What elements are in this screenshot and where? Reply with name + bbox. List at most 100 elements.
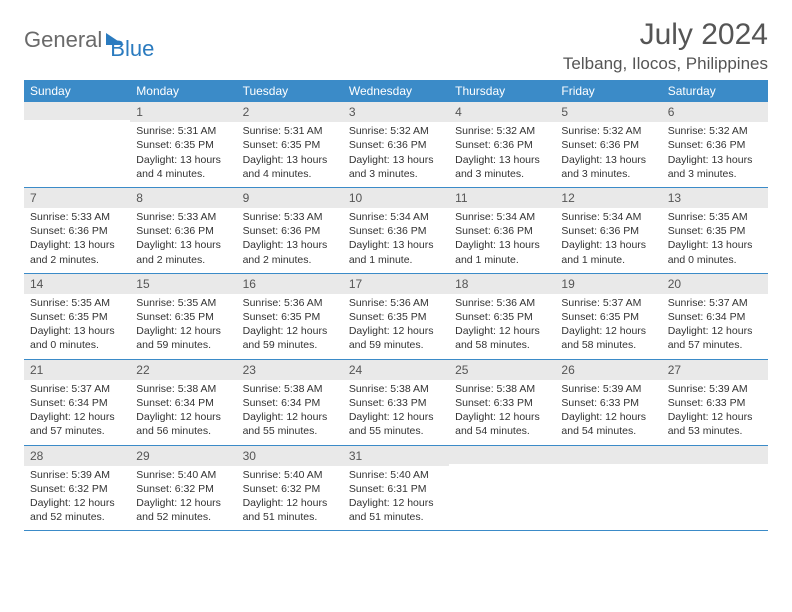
calendar-day-cell: 4Sunrise: 5:32 AMSunset: 6:36 PMDaylight… <box>449 102 555 187</box>
day-body: Sunrise: 5:35 AMSunset: 6:35 PMDaylight:… <box>24 294 130 359</box>
day-number: 24 <box>343 360 449 380</box>
sunset-text: Sunset: 6:32 PM <box>136 482 230 496</box>
calendar-day-cell <box>555 445 661 531</box>
daylight-text: Daylight: 13 hours and 3 minutes. <box>668 153 762 181</box>
sunset-text: Sunset: 6:34 PM <box>30 396 124 410</box>
calendar-day-cell: 26Sunrise: 5:39 AMSunset: 6:33 PMDayligh… <box>555 359 661 445</box>
sunset-text: Sunset: 6:31 PM <box>349 482 443 496</box>
day-body: Sunrise: 5:36 AMSunset: 6:35 PMDaylight:… <box>237 294 343 359</box>
sunset-text: Sunset: 6:35 PM <box>30 310 124 324</box>
sunset-text: Sunset: 6:34 PM <box>668 310 762 324</box>
calendar-day-cell: 12Sunrise: 5:34 AMSunset: 6:36 PMDayligh… <box>555 187 661 273</box>
calendar-day-cell: 1Sunrise: 5:31 AMSunset: 6:35 PMDaylight… <box>130 102 236 187</box>
day-number: 23 <box>237 360 343 380</box>
daylight-text: Daylight: 13 hours and 4 minutes. <box>243 153 337 181</box>
calendar-day-cell: 17Sunrise: 5:36 AMSunset: 6:35 PMDayligh… <box>343 273 449 359</box>
sunset-text: Sunset: 6:34 PM <box>243 396 337 410</box>
sunrise-text: Sunrise: 5:32 AM <box>349 124 443 138</box>
day-number: 31 <box>343 446 449 466</box>
calendar-day-cell: 3Sunrise: 5:32 AMSunset: 6:36 PMDaylight… <box>343 102 449 187</box>
sunrise-text: Sunrise: 5:38 AM <box>349 382 443 396</box>
daylight-text: Daylight: 12 hours and 57 minutes. <box>668 324 762 352</box>
sunrise-text: Sunrise: 5:31 AM <box>243 124 337 138</box>
day-body: Sunrise: 5:33 AMSunset: 6:36 PMDaylight:… <box>237 208 343 273</box>
day-header: Saturday <box>662 80 768 102</box>
calendar-day-cell: 10Sunrise: 5:34 AMSunset: 6:36 PMDayligh… <box>343 187 449 273</box>
day-body: Sunrise: 5:38 AMSunset: 6:34 PMDaylight:… <box>130 380 236 445</box>
daylight-text: Daylight: 12 hours and 52 minutes. <box>30 496 124 524</box>
day-number: 17 <box>343 274 449 294</box>
day-number: 11 <box>449 188 555 208</box>
calendar-day-cell: 21Sunrise: 5:37 AMSunset: 6:34 PMDayligh… <box>24 359 130 445</box>
daylight-text: Daylight: 12 hours and 51 minutes. <box>349 496 443 524</box>
day-body: Sunrise: 5:34 AMSunset: 6:36 PMDaylight:… <box>343 208 449 273</box>
daylight-text: Daylight: 12 hours and 57 minutes. <box>30 410 124 438</box>
sunset-text: Sunset: 6:36 PM <box>349 224 443 238</box>
sunset-text: Sunset: 6:35 PM <box>349 310 443 324</box>
sunset-text: Sunset: 6:34 PM <box>136 396 230 410</box>
calendar-day-cell: 11Sunrise: 5:34 AMSunset: 6:36 PMDayligh… <box>449 187 555 273</box>
daylight-text: Daylight: 12 hours and 54 minutes. <box>455 410 549 438</box>
sunrise-text: Sunrise: 5:38 AM <box>243 382 337 396</box>
sunrise-text: Sunrise: 5:35 AM <box>668 210 762 224</box>
day-number: 15 <box>130 274 236 294</box>
day-body: Sunrise: 5:37 AMSunset: 6:34 PMDaylight:… <box>662 294 768 359</box>
sunset-text: Sunset: 6:32 PM <box>243 482 337 496</box>
day-body: Sunrise: 5:36 AMSunset: 6:35 PMDaylight:… <box>343 294 449 359</box>
day-body: Sunrise: 5:31 AMSunset: 6:35 PMDaylight:… <box>130 122 236 187</box>
sunset-text: Sunset: 6:35 PM <box>561 310 655 324</box>
location-label: Telbang, Ilocos, Philippines <box>563 54 768 74</box>
day-number: 2 <box>237 102 343 122</box>
calendar-day-cell: 7Sunrise: 5:33 AMSunset: 6:36 PMDaylight… <box>24 187 130 273</box>
day-number: 18 <box>449 274 555 294</box>
day-header: Thursday <box>449 80 555 102</box>
day-number: 5 <box>555 102 661 122</box>
day-body: Sunrise: 5:38 AMSunset: 6:33 PMDaylight:… <box>343 380 449 445</box>
day-body: Sunrise: 5:31 AMSunset: 6:35 PMDaylight:… <box>237 122 343 187</box>
logo: General Blue <box>24 18 154 62</box>
day-header: Monday <box>130 80 236 102</box>
day-body: Sunrise: 5:32 AMSunset: 6:36 PMDaylight:… <box>555 122 661 187</box>
sunrise-text: Sunrise: 5:40 AM <box>349 468 443 482</box>
page-header: General Blue July 2024 Telbang, Ilocos, … <box>24 18 768 74</box>
day-number: 4 <box>449 102 555 122</box>
daylight-text: Daylight: 12 hours and 52 minutes. <box>136 496 230 524</box>
sunset-text: Sunset: 6:35 PM <box>136 310 230 324</box>
day-body: Sunrise: 5:38 AMSunset: 6:33 PMDaylight:… <box>449 380 555 445</box>
daylight-text: Daylight: 12 hours and 54 minutes. <box>561 410 655 438</box>
calendar-day-cell: 9Sunrise: 5:33 AMSunset: 6:36 PMDaylight… <box>237 187 343 273</box>
day-body: Sunrise: 5:39 AMSunset: 6:33 PMDaylight:… <box>662 380 768 445</box>
daylight-text: Daylight: 13 hours and 3 minutes. <box>455 153 549 181</box>
day-body: Sunrise: 5:40 AMSunset: 6:32 PMDaylight:… <box>237 466 343 531</box>
sunrise-text: Sunrise: 5:38 AM <box>455 382 549 396</box>
day-number: 30 <box>237 446 343 466</box>
day-body: Sunrise: 5:34 AMSunset: 6:36 PMDaylight:… <box>555 208 661 273</box>
sunrise-text: Sunrise: 5:33 AM <box>30 210 124 224</box>
calendar-day-cell: 29Sunrise: 5:40 AMSunset: 6:32 PMDayligh… <box>130 445 236 531</box>
daylight-text: Daylight: 12 hours and 51 minutes. <box>243 496 337 524</box>
calendar-day-cell: 23 Sunrise: 5:38 AMSunset: 6:34 PMDayligh… <box>237 359 343 445</box>
sunset-text: Sunset: 6:33 PM <box>349 396 443 410</box>
daylight-text: Daylight: 13 hours and 4 minutes. <box>136 153 230 181</box>
calendar-day-cell: 18Sunrise: 5:36 AMSunset: 6:35 PMDayligh… <box>449 273 555 359</box>
sunrise-text: Sunrise: 5:35 AM <box>136 296 230 310</box>
calendar-day-cell: 14Sunrise: 5:35 AMSunset: 6:35 PMDayligh… <box>24 273 130 359</box>
daylight-text: Daylight: 13 hours and 1 minute. <box>561 238 655 266</box>
day-number: 6 <box>662 102 768 122</box>
calendar-day-cell: 27Sunrise: 5:39 AMSunset: 6:33 PMDayligh… <box>662 359 768 445</box>
calendar-week-row: 28Sunrise: 5:39 AMSunset: 6:32 PMDayligh… <box>24 445 768 531</box>
calendar-week-row: 1Sunrise: 5:31 AMSunset: 6:35 PMDaylight… <box>24 102 768 187</box>
sunset-text: Sunset: 6:35 PM <box>668 224 762 238</box>
daylight-text: Daylight: 12 hours and 55 minutes. <box>243 410 337 438</box>
sunset-text: Sunset: 6:36 PM <box>136 224 230 238</box>
sunrise-text: Sunrise: 5:39 AM <box>668 382 762 396</box>
day-number: 25 <box>449 360 555 380</box>
daylight-text: Daylight: 13 hours and 1 minute. <box>455 238 549 266</box>
day-body: Sunrise: 5:35 AMSunset: 6:35 PMDaylight:… <box>130 294 236 359</box>
calendar-body: 1Sunrise: 5:31 AMSunset: 6:35 PMDaylight… <box>24 102 768 531</box>
day-number: 21 <box>24 360 130 380</box>
day-number: 28 <box>24 446 130 466</box>
sunrise-text: Sunrise: 5:34 AM <box>561 210 655 224</box>
calendar-day-cell <box>449 445 555 531</box>
sunset-text: Sunset: 6:36 PM <box>30 224 124 238</box>
